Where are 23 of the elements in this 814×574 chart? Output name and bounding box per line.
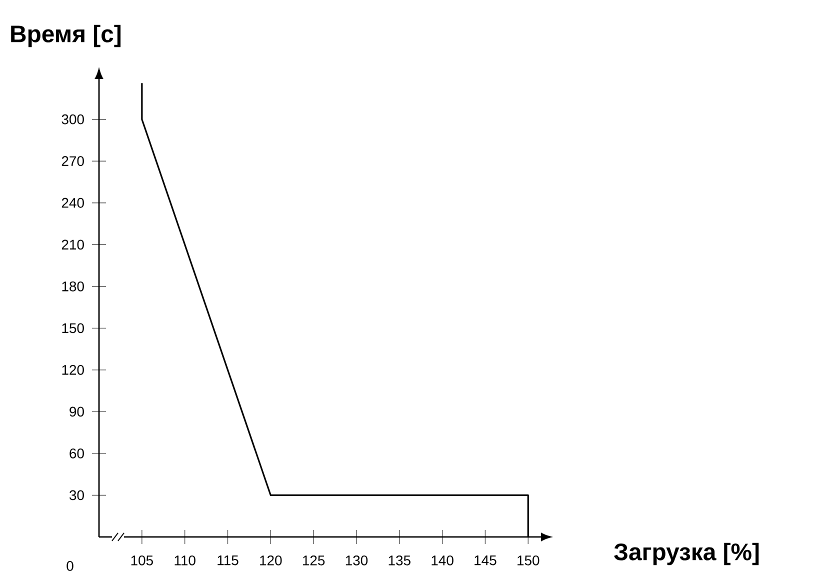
x-tick-label: 110	[174, 555, 196, 566]
x-tick-label: 125	[302, 555, 325, 566]
x-tick-label: 120	[260, 555, 282, 566]
y-tick-label: 270	[62, 156, 84, 166]
x-tick-label: 150	[518, 555, 540, 566]
y-tick-label: 30	[70, 490, 84, 500]
text: 0	[66, 561, 74, 571]
x-tick-label: 145	[474, 556, 496, 566]
y-tick-label: 180	[62, 281, 84, 292]
y-tick-label: 60	[70, 448, 84, 458]
x-axis-title: Загрузка [%]	[614, 542, 759, 566]
x-tick-label: 140	[432, 555, 454, 566]
x-tick-label: 105	[131, 555, 153, 566]
x-tick-label: 135	[388, 555, 410, 566]
y-tick-label: 240	[62, 198, 84, 208]
y-tick-label: 90	[70, 406, 84, 417]
x-tick-label: 130	[346, 555, 368, 566]
y-axis-title: Время [с]	[11, 24, 121, 48]
y-tick-label: 120	[62, 364, 84, 375]
x-tick-label: 115	[218, 556, 238, 566]
y-tick-label: 150	[62, 323, 84, 334]
y-tick-label: 210	[62, 240, 84, 250]
y-tick-label: 300	[62, 114, 84, 124]
